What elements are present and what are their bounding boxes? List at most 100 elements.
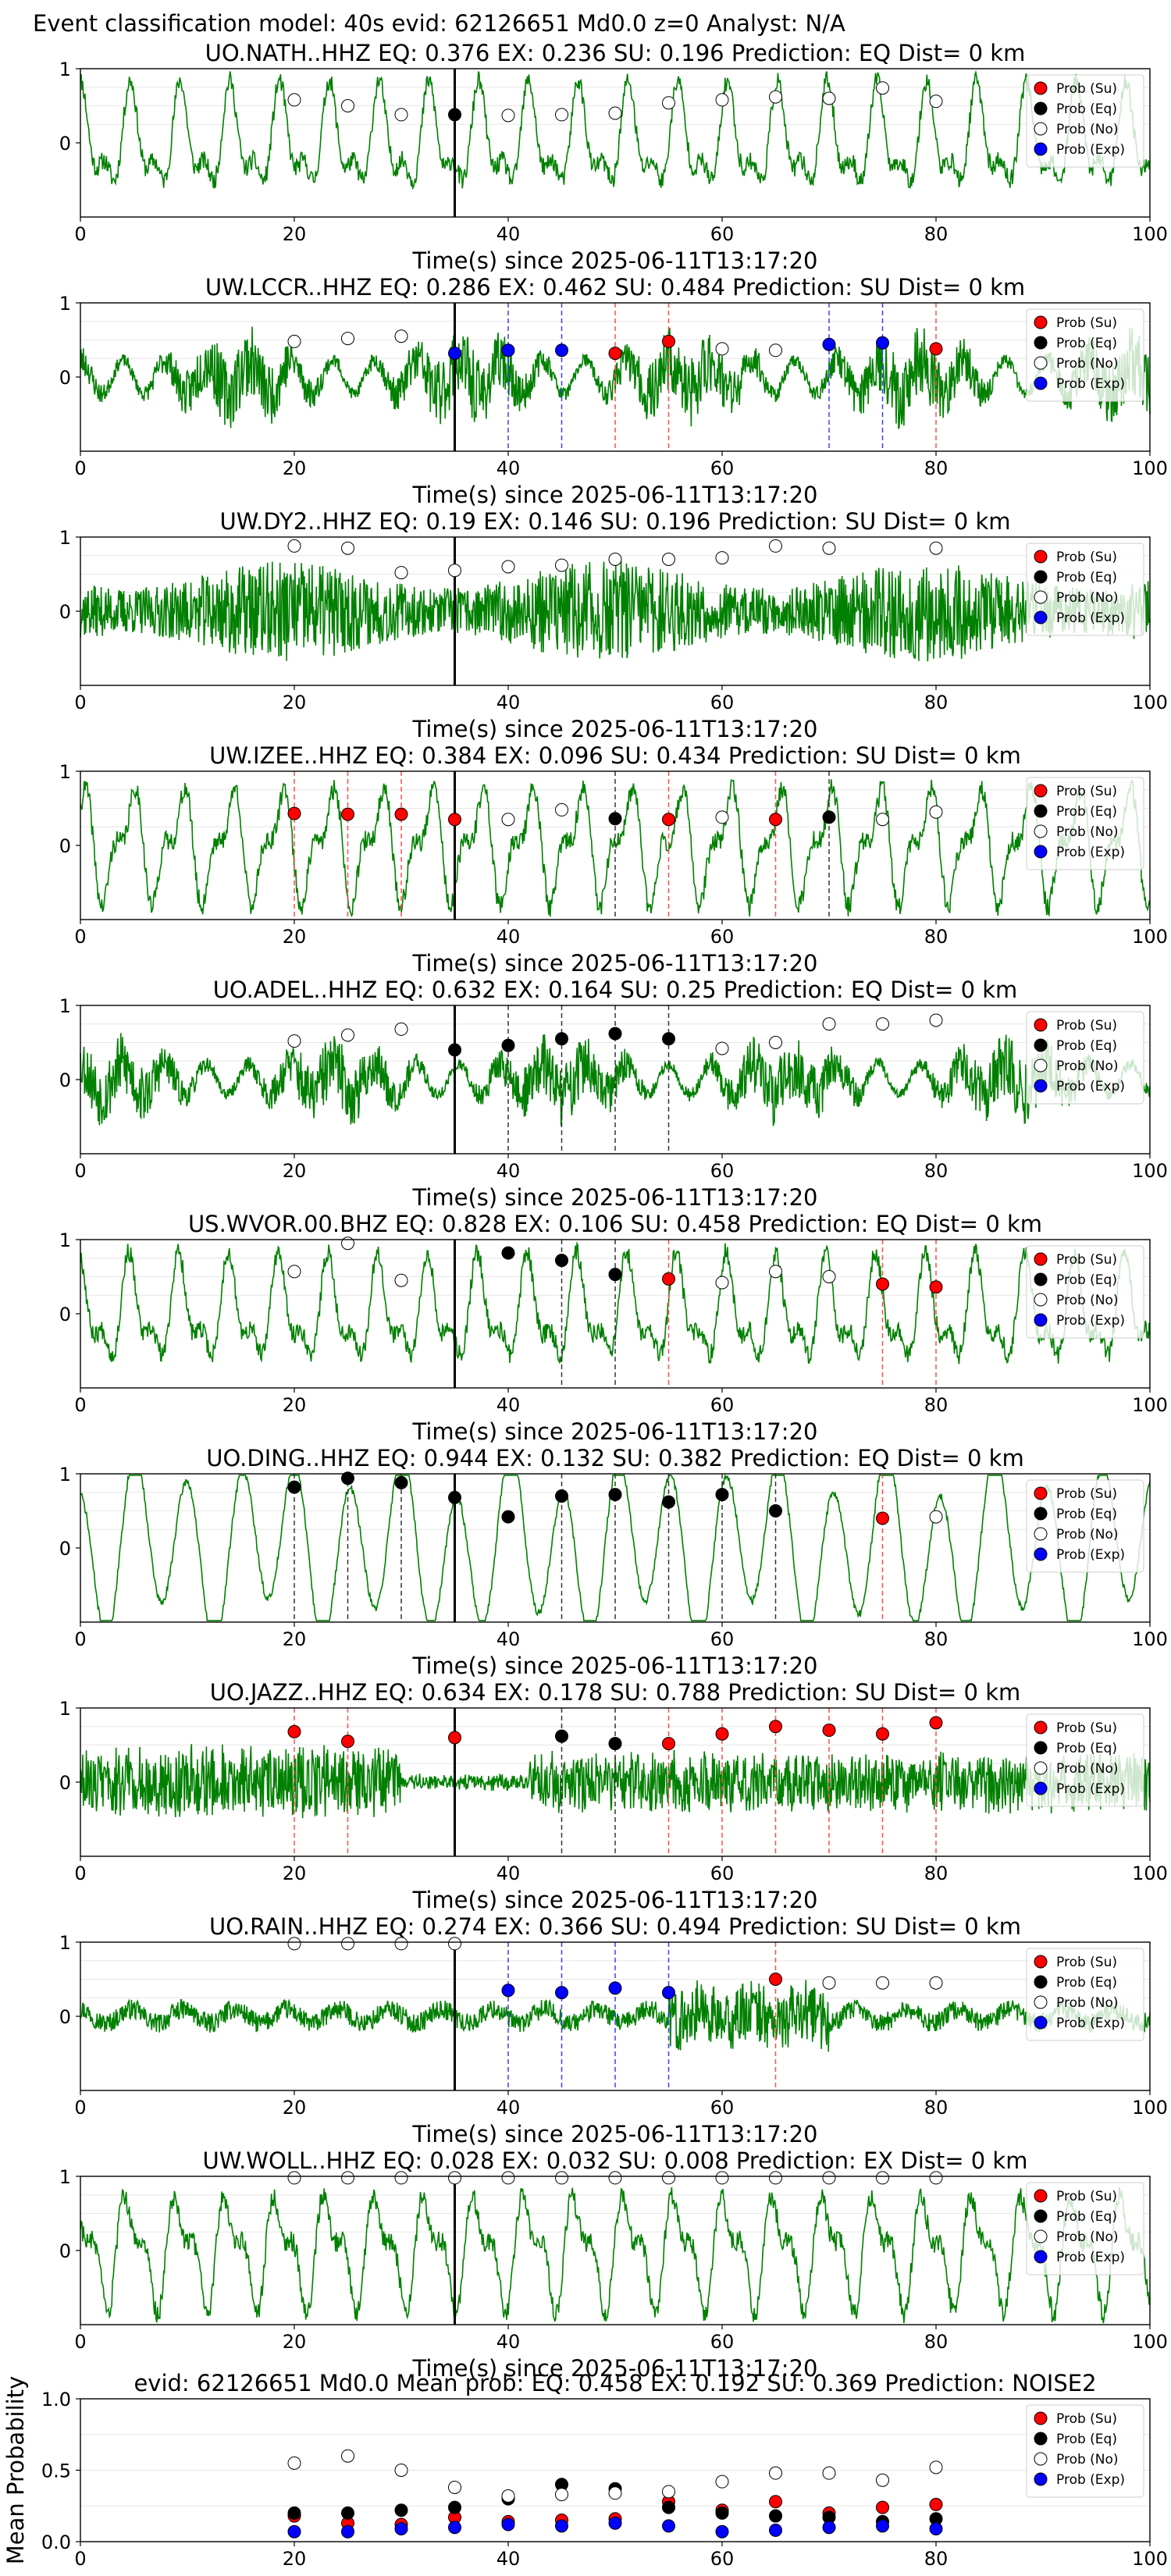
point-eq [662,1032,675,1046]
x-tick-label: 60 [710,1394,735,1416]
point-exp [555,343,568,358]
point-no [448,2171,461,2185]
legend-box [1026,1011,1144,1105]
legend-marker-su [1034,784,1048,798]
legend-box [1026,2404,1144,2498]
legend-label-su: Prob (Su) [1056,1252,1117,1268]
legend-marker-no [1034,122,1048,136]
legend-marker-exp [1034,2016,1048,2030]
point-no [822,1976,836,1990]
x-tick-label: 40 [497,1160,521,1182]
legend-label-su: Prob (Su) [1056,1955,1117,1970]
point-eq [608,1737,622,1751]
y-axis-label: Mean Probability [2,2376,29,2565]
point-eq [769,1504,782,1517]
chart-panel-4: UW.IZEE..HHZ EQ: 0.384 EX: 0.096 SU: 0.4… [59,742,1168,977]
point-eq [555,1489,568,1503]
legend-label-exp: Prob (Exp) [1056,376,1125,392]
point-su [287,1724,301,1738]
chart-panel-9: UO.RAIN..HHZ EQ: 0.274 EX: 0.366 SU: 0.4… [59,1913,1168,2147]
legend-label-su: Prob (Su) [1056,2411,1117,2427]
point-no [287,1034,301,1048]
point-no [555,802,568,817]
point-no [769,1265,782,1279]
point-eq [715,2506,729,2520]
y-tick-label: 0 [59,1304,71,1325]
x-tick-label: 40 [497,457,521,479]
point-no [287,1265,301,1279]
y-tick-label: 0 [59,601,71,623]
legend-label-no: Prob (No) [1056,1293,1119,1308]
point-su [608,347,622,361]
y-tick-label: 1 [59,995,71,1017]
figure-suptitle: Event classification model: 40s evid: 62… [33,10,845,37]
legend-marker-no [1034,590,1048,604]
point-eq [448,2500,461,2514]
y-tick-label: 0 [59,1069,71,1091]
legend-label-no: Prob (No) [1056,1995,1119,2011]
legend-marker-exp [1034,376,1048,390]
x-tick-label: 80 [924,1160,949,1182]
legend-label-exp: Prob (Exp) [1056,2472,1125,2488]
point-su [662,334,675,348]
point-no [608,2171,622,2185]
x-tick-label: 0 [74,692,86,713]
point-no [448,564,461,578]
y-tick-label: 1 [59,1229,71,1251]
legend-label-exp: Prob (Exp) [1056,2016,1125,2031]
point-exp [555,1986,568,2000]
x-tick-label: 100 [1132,1394,1168,1416]
point-eq [287,1480,301,1494]
x-tick-label: 100 [1132,1160,1168,1182]
legend-marker-su [1034,1486,1048,1500]
y-tick-label: 1 [59,1464,71,1485]
legend-label-exp: Prob (Exp) [1056,610,1125,626]
legend-marker-exp [1034,1781,1048,1795]
point-su [662,1737,675,1751]
legend: Prob (Su) Prob (Eq) Prob (No) Prob (Exp) [1026,2404,1144,2498]
x-tick-label: 60 [710,692,735,713]
point-su [341,807,354,821]
point-no [287,2171,301,2185]
y-tick-label: 1.0 [41,2389,71,2411]
x-tick-label: 40 [497,1628,521,1650]
point-no [341,99,354,112]
x-tick-label: 20 [283,692,307,713]
legend-box [1026,777,1144,870]
legend-box [1026,2182,1144,2275]
legend-marker-eq [1034,570,1048,584]
point-no [715,93,729,107]
point-exp [876,2519,889,2533]
legend-label-exp: Prob (Exp) [1056,1313,1125,1329]
point-exp [769,2523,782,2537]
legend-box [1026,1479,1144,1573]
legend-box [1026,74,1144,168]
point-no [555,2488,568,2502]
point-no [608,2486,622,2500]
legend: Prob (Su) Prob (Eq) Prob (No) Prob (Exp) [1026,777,1144,870]
legend-marker-no [1034,824,1048,838]
legend-marker-eq [1034,804,1048,818]
legend-marker-su [1034,2189,1048,2203]
point-su [929,1280,943,1294]
point-su [341,1735,354,1749]
point-no [341,332,354,346]
chart-panel-8: UO.JAZZ..HHZ EQ: 0.634 EX: 0.178 SU: 0.7… [59,1679,1168,1913]
x-tick-label: 100 [1132,1628,1168,1650]
point-no [876,1017,889,1031]
point-no [929,1510,943,1524]
chart-title: UO.JAZZ..HHZ EQ: 0.634 EX: 0.178 SU: 0.7… [210,1679,1021,1706]
chart-title: UW.IZEE..HHZ EQ: 0.384 EX: 0.096 SU: 0.4… [209,742,1021,769]
point-exp [662,1986,675,2000]
legend-marker-no [1034,356,1048,370]
point-no [662,553,675,566]
legend-label-su: Prob (Su) [1056,550,1117,565]
x-tick-label: 0 [74,1628,86,1650]
legend-marker-no [1034,1761,1048,1775]
point-no [715,1041,729,1055]
legend-label-eq: Prob (Eq) [1056,1975,1117,1991]
point-no [929,94,943,109]
point-exp [448,347,461,361]
legend-marker-eq [1034,1507,1048,1521]
